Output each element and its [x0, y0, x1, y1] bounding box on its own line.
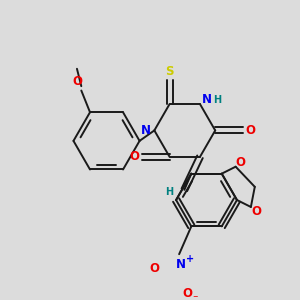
Text: O: O [182, 287, 192, 300]
Text: ⁻: ⁻ [192, 294, 197, 300]
Text: O: O [236, 156, 246, 169]
Text: S: S [165, 65, 174, 78]
Text: O: O [149, 262, 159, 275]
Text: N: N [141, 124, 151, 137]
Text: H: H [165, 188, 173, 197]
Text: N: N [176, 258, 186, 271]
Text: O: O [246, 124, 256, 137]
Text: H: H [213, 95, 221, 105]
Text: O: O [251, 205, 261, 218]
Text: +: + [186, 254, 194, 264]
Text: N: N [202, 93, 212, 106]
Text: O: O [129, 150, 139, 163]
Text: O: O [72, 75, 82, 88]
